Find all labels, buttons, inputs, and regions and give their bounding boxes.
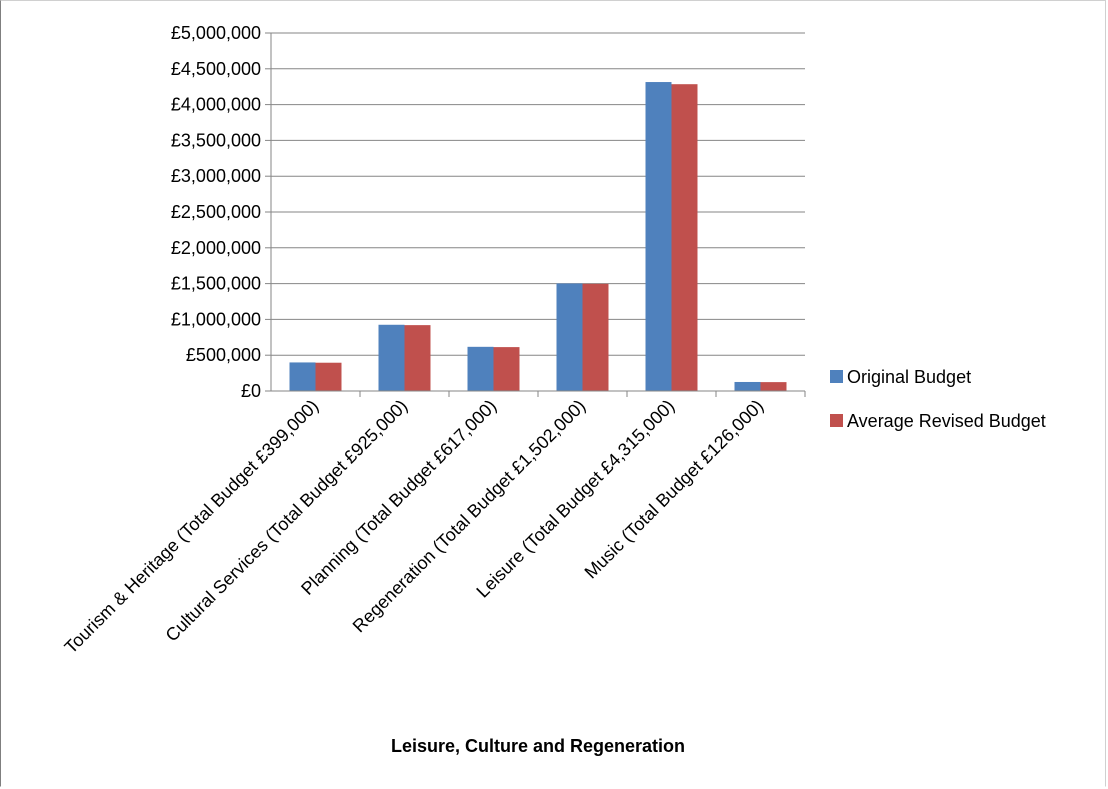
legend-label: Original Budget	[847, 367, 971, 387]
y-tick-label: £0	[241, 381, 261, 401]
bar	[556, 283, 583, 391]
y-tick-label: £5,000,000	[171, 23, 261, 43]
axes	[265, 32, 806, 397]
y-tick-label: £4,000,000	[171, 95, 261, 115]
y-tick-label: £1,500,000	[171, 274, 261, 294]
x-category-label: Planning (Total Budget £617,000)	[297, 396, 500, 599]
bar	[378, 324, 405, 391]
bar	[582, 283, 609, 391]
bar	[289, 362, 316, 391]
y-tick-label: £500,000	[186, 345, 261, 365]
x-category-label: Music (Total Budget £126,000)	[581, 396, 768, 583]
x-axis-title: Leisure, Culture and Regeneration	[391, 736, 685, 756]
bars	[289, 82, 787, 392]
bar	[760, 382, 787, 391]
bar	[315, 362, 342, 391]
y-tick-label: £2,000,000	[171, 238, 261, 258]
y-tick-label: £1,000,000	[171, 309, 261, 329]
bar	[645, 82, 672, 392]
legend-label: Average Revised Budget	[847, 411, 1046, 431]
y-tick-labels: £0 £500,000 £1,000,000 £1,500,000 £2,000,000…	[171, 23, 261, 401]
legend-swatch	[830, 370, 843, 383]
legend-swatch	[830, 414, 843, 427]
y-tick-label: £4,500,000	[171, 59, 261, 79]
bar	[671, 84, 698, 391]
y-tick-label: £3,000,000	[171, 166, 261, 186]
x-category-label: Leisure (Total Budget £4,315,000)	[472, 396, 678, 602]
legend: Original Budget Average Revised Budget	[830, 367, 1046, 431]
y-tick-label: £2,500,000	[171, 202, 261, 222]
bar	[404, 325, 431, 391]
bar	[734, 381, 761, 391]
y-tick-label: £3,500,000	[171, 130, 261, 150]
x-tick-labels: Tourism & Heritage (Total Budget £399,00…	[61, 396, 768, 658]
gridlines	[271, 32, 805, 356]
bar	[467, 346, 494, 391]
bar	[493, 347, 520, 391]
